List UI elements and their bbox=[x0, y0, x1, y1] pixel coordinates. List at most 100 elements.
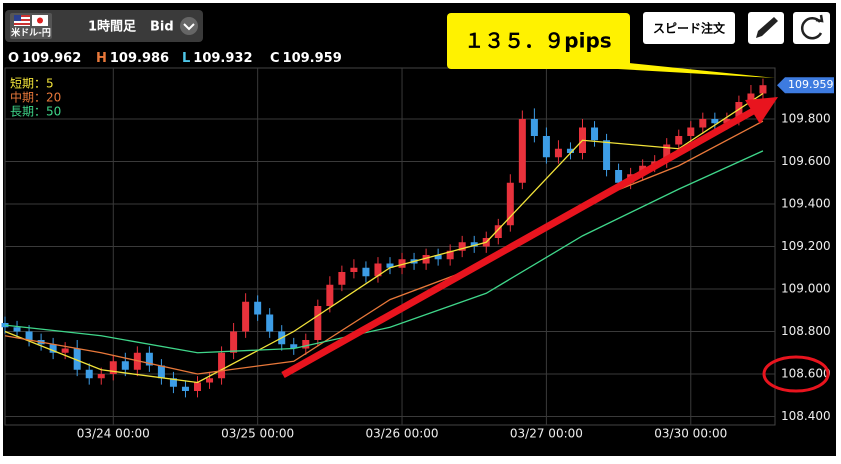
candle-body bbox=[49, 344, 57, 353]
y-tick-label: 108.400 bbox=[781, 409, 831, 423]
candle-body bbox=[25, 331, 33, 340]
candle-body bbox=[398, 259, 406, 268]
candle-body bbox=[85, 369, 93, 379]
candle-body bbox=[675, 136, 683, 145]
candle-body bbox=[663, 144, 671, 162]
speed-order-button[interactable] bbox=[643, 12, 735, 44]
candle-body bbox=[687, 127, 695, 136]
candle-body bbox=[194, 382, 201, 391]
moving-average bbox=[4, 150, 764, 354]
candle-body bbox=[699, 119, 707, 128]
candle-body bbox=[386, 263, 394, 268]
candle-body bbox=[121, 361, 129, 370]
ohlc-item: C 109.959 bbox=[270, 51, 342, 66]
candle-body bbox=[494, 225, 502, 238]
legend-entry: 中期：20 bbox=[10, 90, 61, 105]
ohlc-row: O 109.962 H 109.986 L 109.932 C 109.959 bbox=[8, 51, 342, 66]
candle-body bbox=[603, 140, 611, 170]
y-tick-label: 109.200 bbox=[781, 239, 831, 253]
candle-body bbox=[266, 314, 274, 332]
ohlc-item: O 109.962 bbox=[8, 51, 81, 66]
candle-body bbox=[735, 102, 743, 119]
candle-body bbox=[615, 170, 623, 183]
ohlc-value: 109.959 bbox=[283, 51, 342, 66]
candle-body bbox=[362, 267, 370, 277]
header-bar[interactable] bbox=[5, 10, 203, 42]
refresh-arrow bbox=[815, 14, 824, 23]
ohlc-label: O bbox=[8, 51, 19, 66]
ohlc-item: H 109.986 bbox=[96, 51, 169, 66]
candle-body bbox=[518, 119, 526, 183]
x-tick-label: 03/24 00:00 bbox=[77, 427, 150, 441]
candle-body bbox=[326, 284, 334, 306]
callout-box bbox=[447, 13, 630, 69]
ohlc-value: 109.962 bbox=[22, 51, 81, 66]
x-tick-label: 03/27 00:00 bbox=[510, 427, 583, 441]
callout-text: １３５．９pips bbox=[464, 29, 611, 53]
candle-body bbox=[566, 148, 574, 153]
candle-body bbox=[542, 136, 550, 158]
timeframe[interactable]: 1時間足 bbox=[88, 19, 137, 35]
candle-body bbox=[97, 374, 105, 379]
candle-body bbox=[109, 361, 117, 374]
y-tick-label: 109.000 bbox=[781, 282, 831, 296]
candle-body bbox=[73, 348, 81, 370]
candle-body bbox=[554, 148, 562, 158]
price-type[interactable]: Bid bbox=[150, 20, 174, 35]
candle-body bbox=[446, 250, 454, 260]
candle-body bbox=[145, 352, 153, 366]
y-tick-label: 108.800 bbox=[781, 324, 831, 338]
chevron-icon bbox=[183, 23, 195, 31]
ohlc-value: 109.986 bbox=[110, 51, 169, 66]
trend-arrow bbox=[281, 97, 778, 379]
speed-order-label: スピード注文 bbox=[653, 21, 726, 36]
x-tick-label: 03/30 00:00 bbox=[654, 427, 727, 441]
candle-body bbox=[422, 255, 430, 264]
ohlc-value: 109.932 bbox=[193, 51, 252, 66]
price-tag bbox=[777, 77, 834, 94]
ohlc-label: C bbox=[270, 51, 280, 66]
candle-body bbox=[338, 272, 346, 285]
pencil-icon bbox=[756, 17, 778, 38]
us-flag bbox=[14, 15, 30, 26]
refresh-icon bbox=[800, 17, 823, 40]
candle-body bbox=[61, 348, 69, 353]
candle-body bbox=[206, 378, 214, 383]
candle-body bbox=[254, 301, 262, 315]
candle-body bbox=[230, 331, 238, 353]
jp-flag bbox=[32, 15, 48, 26]
candle-body bbox=[723, 119, 731, 124]
highlight-circle bbox=[762, 355, 830, 393]
moving-average bbox=[4, 120, 764, 375]
callout-tail bbox=[600, 60, 775, 78]
legend-entry: 短期：5 bbox=[10, 77, 54, 91]
candle-body bbox=[169, 378, 177, 387]
candle-body bbox=[434, 255, 442, 260]
ohlc-item: L 109.932 bbox=[182, 51, 253, 66]
legend-entry: 長期：50 bbox=[10, 105, 61, 119]
ohlc-label: L bbox=[182, 51, 190, 66]
candle-body bbox=[530, 119, 538, 136]
y-tick-label: 108.600 bbox=[781, 367, 831, 381]
candle-body bbox=[157, 365, 165, 379]
candle-body bbox=[13, 327, 21, 332]
candle-body bbox=[314, 306, 322, 340]
candle-body bbox=[302, 340, 310, 349]
dropdown-button[interactable] bbox=[180, 17, 198, 35]
candle-body bbox=[350, 267, 358, 272]
background bbox=[3, 3, 836, 456]
y-tick-label: 109.800 bbox=[781, 112, 831, 126]
candle-body bbox=[591, 127, 599, 141]
candle-body bbox=[374, 263, 382, 277]
x-tick-label: 03/25 00:00 bbox=[221, 427, 294, 441]
candle-body bbox=[506, 182, 514, 226]
candle-body bbox=[458, 242, 466, 251]
y-tick-label: 109.400 bbox=[781, 197, 831, 211]
x-tick-label: 03/26 00:00 bbox=[366, 427, 439, 441]
candle-body bbox=[470, 242, 478, 247]
pair-label: 米ドル-円 bbox=[10, 27, 51, 39]
y-tick-label: 109.600 bbox=[781, 154, 831, 168]
moving-average bbox=[4, 92, 764, 384]
